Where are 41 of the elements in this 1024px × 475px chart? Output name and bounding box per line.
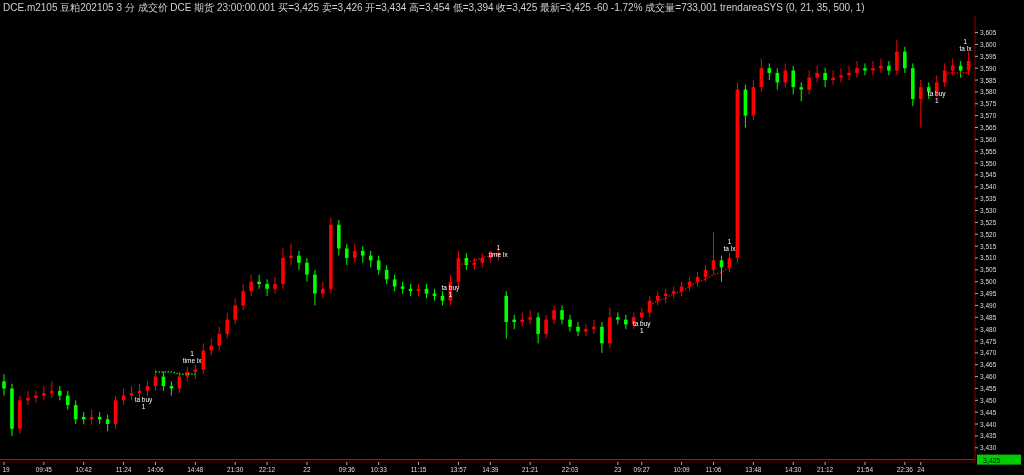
candlestick <box>568 314 572 333</box>
candlestick <box>352 243 357 264</box>
candlestick <box>536 312 540 344</box>
candlestick <box>345 243 349 266</box>
candlestick <box>839 67 843 83</box>
candlestick <box>919 79 923 128</box>
candlestick <box>855 60 859 79</box>
candlestick <box>807 70 811 95</box>
candlestick <box>544 314 548 340</box>
candlestick <box>903 46 907 74</box>
candlestick <box>600 321 604 354</box>
candlestick <box>584 323 588 337</box>
candlestick <box>225 312 229 340</box>
candlestick <box>65 390 70 411</box>
candlestick <box>313 269 317 306</box>
candlestick <box>241 283 245 311</box>
title: DCE.m2105 豆粕202105 3 分 成交价 DCE 期货 23:00:00.001 买=3,425 卖=3,426 开=3,434 高=3,454 低=3,394 收=3,425 最新=3,425 -60 -1.72% 成交量=733,001 trendareaSYS (0, 21, 35, 500, 1) <box>3 2 865 13</box>
candlestick <box>871 60 875 76</box>
candlestick <box>783 62 788 88</box>
candlestick <box>560 304 564 325</box>
candlestick <box>887 60 891 76</box>
candlestick <box>305 257 309 283</box>
candlestick <box>297 250 301 271</box>
candlestick <box>265 278 269 297</box>
candlestick <box>2 373 6 397</box>
candlestick <box>201 342 206 375</box>
candlestick <box>217 326 222 351</box>
candlestick <box>791 65 796 95</box>
candlestick <box>823 67 827 88</box>
candlestick <box>775 67 780 91</box>
candlestick <box>799 81 803 102</box>
candlestick <box>863 62 867 76</box>
candlestick <box>73 399 78 425</box>
candlestick <box>273 276 277 295</box>
candlestick <box>552 304 556 325</box>
candlestick <box>233 297 237 325</box>
candlestick <box>895 39 899 76</box>
candlestick <box>337 219 341 257</box>
candlestick <box>576 321 580 337</box>
candlestick <box>249 274 253 297</box>
candlestick <box>321 281 325 299</box>
